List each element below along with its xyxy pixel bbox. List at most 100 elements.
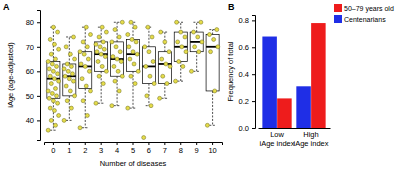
point [152,82,156,86]
figure: 4050607080012345678910AiAge (age-adjuste… [0,0,400,172]
point [56,101,60,105]
tick: 3 [99,142,103,155]
point [64,45,68,49]
whisker-high [162,32,169,52]
point [88,33,92,37]
point [174,79,178,83]
point [53,57,57,61]
panel-label: B [228,2,235,12]
point [48,37,52,41]
box [47,27,60,130]
box-body [63,64,76,96]
point [209,50,213,54]
point [47,96,51,100]
tick: 9 [195,142,199,155]
point [49,52,53,56]
whisker-low [114,76,121,105]
point [133,25,137,29]
y-axis-title: Frequency of total [226,41,235,101]
tick: HighiAge index [293,128,328,148]
point [56,72,60,76]
whisker-high [66,37,73,64]
point [144,64,148,68]
legend-label: 50–79 years old [344,5,394,13]
point [65,99,69,103]
point [130,37,134,41]
box-body [79,52,92,89]
tick-mark [69,142,70,145]
tick-label: HighiAge index [293,130,328,148]
point [100,64,104,68]
point [197,50,201,54]
point [96,60,100,64]
point [117,89,121,93]
point [85,113,89,117]
point [176,40,180,44]
x-axis-title: Number of diseases [100,159,167,168]
point [66,69,70,73]
point [215,28,219,32]
tick-mark [148,142,149,145]
tick: 8 [179,142,183,155]
point [118,50,122,54]
tick: 0.4 [239,70,255,79]
point [71,79,75,83]
box-body [111,42,124,76]
box-body [206,35,219,91]
point [94,42,98,46]
tick-mark [37,96,40,97]
tick-mark [164,142,165,145]
tick-label: 7 [163,146,167,155]
tick-label: 0.2 [239,97,249,106]
tick-mark [252,20,255,21]
point [49,118,53,122]
point [47,67,51,71]
tick-label: 0 [51,146,55,155]
tick-label: 70 [26,43,34,52]
point [183,35,187,39]
point [159,30,163,34]
point [71,35,75,39]
point [88,89,92,93]
point [73,57,77,61]
point [46,89,50,93]
point [103,55,107,59]
point [101,40,105,44]
x-axis: 012345678910 [45,142,223,155]
axis-line [252,16,256,129]
point [199,20,203,24]
point [115,57,119,61]
box [79,27,92,128]
point [79,62,83,66]
tick: 80 [26,18,40,27]
x-axis: LowiAge indexHighiAge index [259,128,331,148]
point [51,25,55,29]
tick: 0 [51,142,55,155]
point [145,94,149,98]
tick-mark [180,142,181,145]
y-axis: 0.00.20.40.60.8 [239,16,256,133]
tick-mark [37,120,40,121]
point [67,77,71,81]
tick: 7 [163,142,167,155]
point [56,30,60,34]
axis-line [45,143,223,146]
point [62,67,66,71]
point [69,106,73,110]
whisker-low [98,71,105,103]
point [81,99,85,103]
plot-area [46,20,220,139]
point [136,69,140,73]
point [52,42,56,46]
tick-label: 0.6 [239,43,249,52]
legend-label: Centenarians [344,16,386,23]
point [68,89,72,93]
point [111,55,115,59]
point [104,69,108,73]
point [70,72,74,76]
point [113,28,117,32]
point [119,60,123,64]
bar [311,23,325,128]
tick-label: 80 [26,18,34,27]
tick: 0.6 [239,43,255,52]
